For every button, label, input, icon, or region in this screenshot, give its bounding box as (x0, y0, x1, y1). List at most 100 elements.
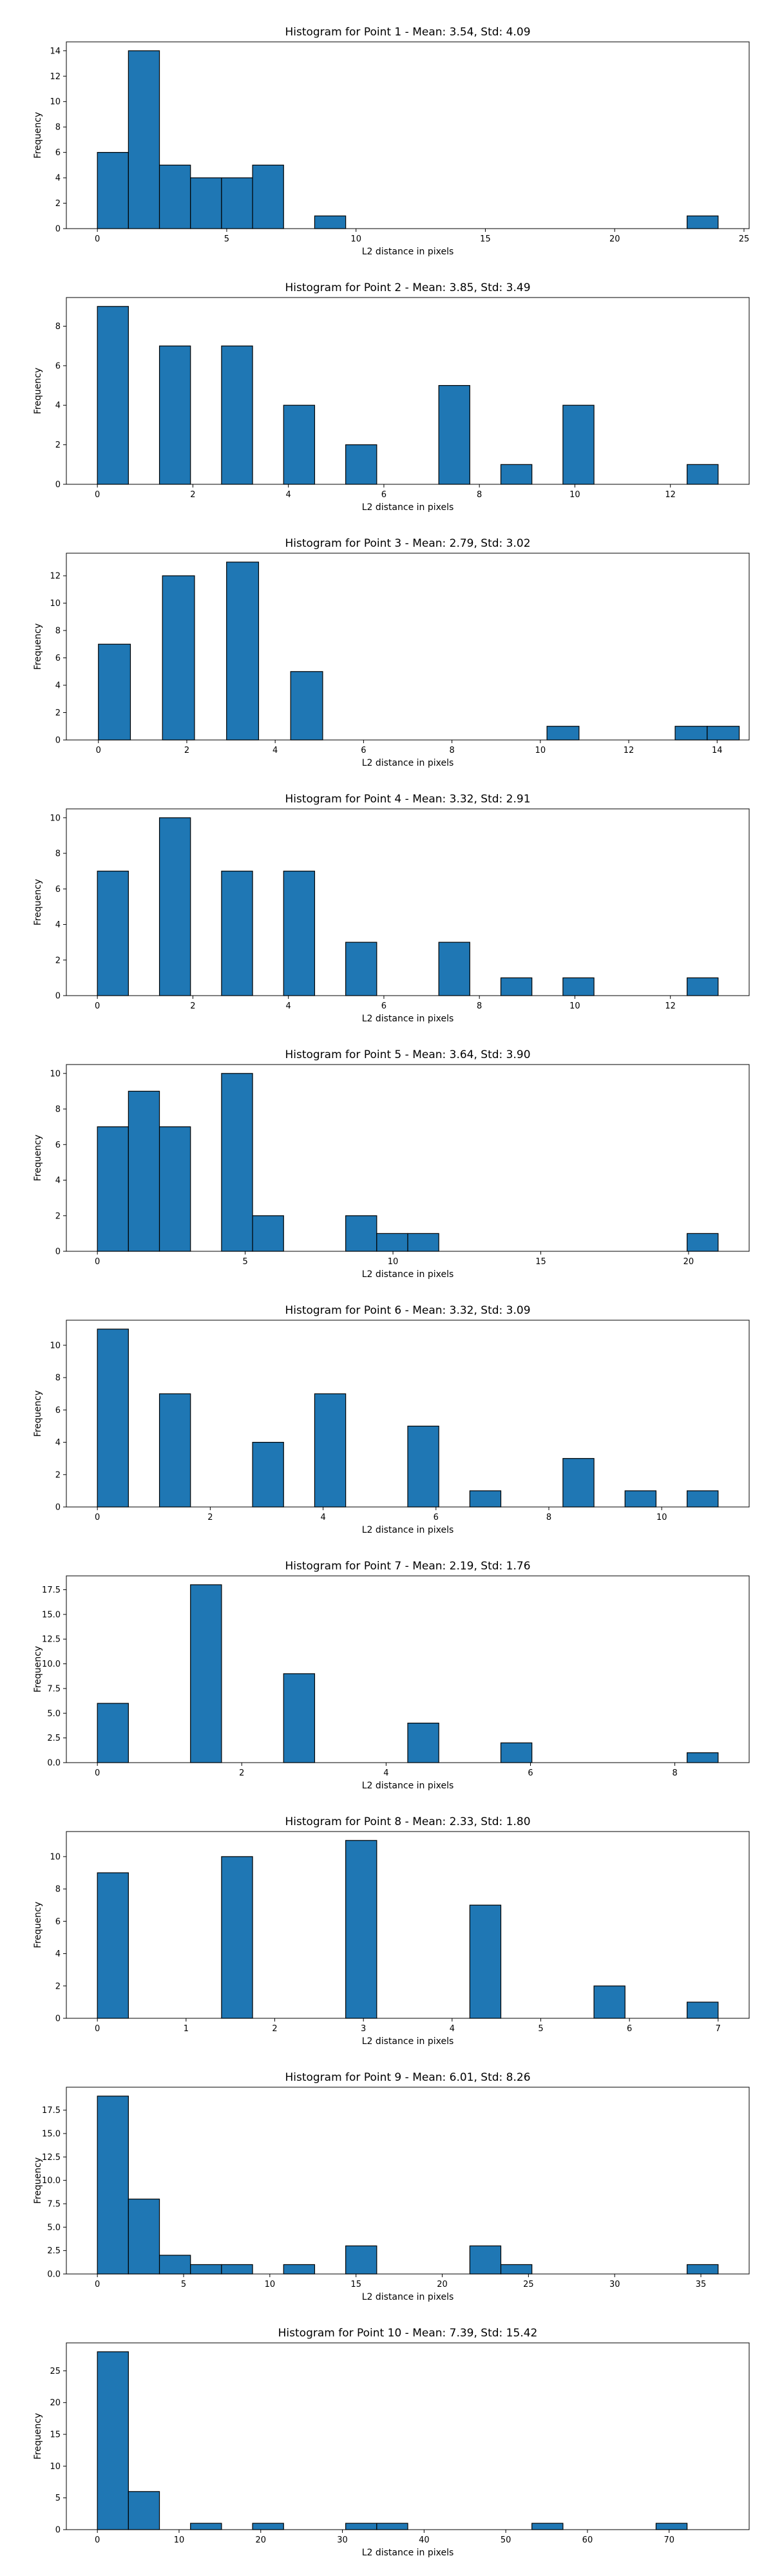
histogram-bar (98, 643, 131, 741)
chart-title: Histogram for Point 6 - Mean: 3.32, Std:… (285, 1304, 530, 1317)
x-tick-label: 6 (528, 1768, 533, 1778)
histogram-bar (469, 1490, 502, 1508)
y-tick-label: 12.5 (42, 1635, 61, 1645)
histogram-bar (376, 2523, 408, 2530)
x-tick-label: 2 (190, 1001, 195, 1011)
histogram-bar (687, 977, 719, 996)
histogram-bar (128, 1090, 160, 1252)
y-tick-label: 10 (50, 1852, 61, 1862)
histogram-bar (97, 1126, 129, 1252)
plot-frame (66, 1064, 750, 1252)
x-tick-label: 0 (95, 1257, 100, 1267)
chart-title: Histogram for Point 5 - Mean: 3.64, Std:… (285, 1048, 530, 1061)
histogram-bar (655, 2523, 688, 2530)
x-tick-label: 0 (95, 234, 100, 244)
y-axis-label: Frequency (33, 1390, 43, 1437)
histogram-bar (252, 2523, 284, 2530)
y-tick-label: 20 (50, 2398, 61, 2408)
y-axis-label: Frequency (33, 112, 43, 158)
plot-frame (66, 553, 750, 741)
histogram-panel-2: Histogram for Point 2 - Mean: 3.85, Std:… (33, 281, 750, 513)
y-tick-label: 8 (55, 322, 61, 332)
x-axis-label: L2 distance in pixels (362, 247, 454, 257)
x-tick-label: 4 (320, 1513, 325, 1522)
x-tick-label: 12 (665, 490, 676, 500)
x-tick-label: 10 (350, 234, 361, 244)
x-tick-label: 6 (434, 1513, 439, 1522)
x-axis-label: L2 distance in pixels (362, 758, 454, 768)
x-tick-label: 20 (683, 1257, 694, 1267)
x-tick-label: 4 (286, 490, 291, 500)
y-tick-label: 10 (50, 1341, 61, 1350)
y-tick-label: 0.0 (47, 1759, 61, 1768)
chart-title: Histogram for Point 1 - Mean: 3.54, Std:… (285, 26, 530, 39)
y-tick-label: 7.5 (47, 2199, 61, 2209)
histogram-bar (158, 345, 191, 485)
histogram-bar (158, 1126, 191, 1252)
x-tick-label: 7 (716, 2024, 721, 2034)
y-tick-label: 4 (55, 1438, 61, 1448)
y-tick-label: 4 (55, 681, 61, 691)
histogram-bar (687, 2002, 719, 2019)
y-tick-label: 4 (55, 920, 61, 930)
histogram-bar (345, 2245, 377, 2275)
x-tick-label: 4 (272, 746, 278, 755)
histogram-bar (438, 942, 470, 996)
x-tick-label: 40 (419, 2535, 430, 2545)
y-tick-label: 6 (55, 1917, 61, 1927)
y-tick-label: 8 (55, 1374, 61, 1383)
chart-title: Histogram for Point 2 - Mean: 3.85, Std:… (285, 281, 530, 294)
plot-frame (66, 2342, 750, 2530)
x-tick-label: 4 (450, 2024, 455, 2034)
y-tick-label: 10 (50, 1069, 61, 1079)
x-tick-label: 2 (272, 2024, 277, 2034)
y-tick-label: 2.5 (47, 1734, 61, 1743)
x-tick-label: 10 (388, 1257, 399, 1267)
histogram-bar (687, 1233, 719, 1252)
y-tick-label: 6 (55, 885, 61, 895)
y-tick-label: 17.5 (42, 2106, 61, 2116)
x-tick-label: 5 (181, 2280, 186, 2289)
y-tick-label: 10 (50, 97, 61, 107)
y-tick-label: 12 (50, 572, 61, 582)
y-tick-label: 5.0 (47, 1709, 61, 1719)
x-tick-label: 14 (712, 746, 723, 755)
histogram-bar (97, 152, 129, 229)
histogram-bar (345, 444, 377, 485)
y-tick-label: 25 (50, 2367, 61, 2376)
histogram-bar (376, 1233, 408, 1252)
histogram-bar (97, 1703, 129, 1763)
histogram-panel-5: Histogram for Point 5 - Mean: 3.64, Std:… (33, 1048, 750, 1280)
plot-frame (66, 297, 750, 485)
y-tick-label: 8 (55, 1885, 61, 1895)
histogram-panel-1: Histogram for Point 1 - Mean: 3.54, Std:… (33, 26, 750, 257)
x-tick-label: 5 (224, 234, 229, 244)
histogram-bar (128, 2491, 160, 2530)
x-tick-label: 4 (286, 1001, 291, 1011)
x-tick-label: 3 (361, 2024, 366, 2034)
histogram-bar (190, 2523, 222, 2530)
histogram-panel-6: Histogram for Point 6 - Mean: 3.32, Std:… (33, 1304, 750, 1535)
x-tick-label: 12 (665, 1001, 676, 1011)
x-tick-label: 10 (569, 1001, 580, 1011)
y-tick-label: 14 (50, 46, 61, 56)
x-tick-label: 10 (569, 490, 580, 500)
histogram-bar (97, 1872, 129, 2019)
x-tick-label: 4 (383, 1768, 388, 1778)
x-tick-label: 12 (624, 746, 635, 755)
histogram-bar (252, 1215, 284, 1252)
y-tick-label: 0 (55, 2014, 61, 2024)
chart-title: Histogram for Point 10 - Mean: 7.39, Std… (278, 2327, 538, 2340)
y-tick-label: 10 (50, 2462, 61, 2472)
x-axis-label: L2 distance in pixels (362, 502, 454, 513)
y-axis-label: Frequency (33, 879, 43, 925)
x-tick-label: 8 (477, 490, 482, 500)
y-tick-label: 15 (50, 2430, 61, 2440)
histogram-bar (531, 2523, 564, 2530)
histogram-bar (226, 562, 260, 741)
x-tick-label: 0 (95, 2280, 100, 2289)
plot-frame (66, 2087, 750, 2275)
y-tick-label: 10 (50, 813, 61, 823)
y-tick-label: 10.0 (42, 2176, 61, 2186)
y-tick-label: 0 (55, 736, 61, 746)
